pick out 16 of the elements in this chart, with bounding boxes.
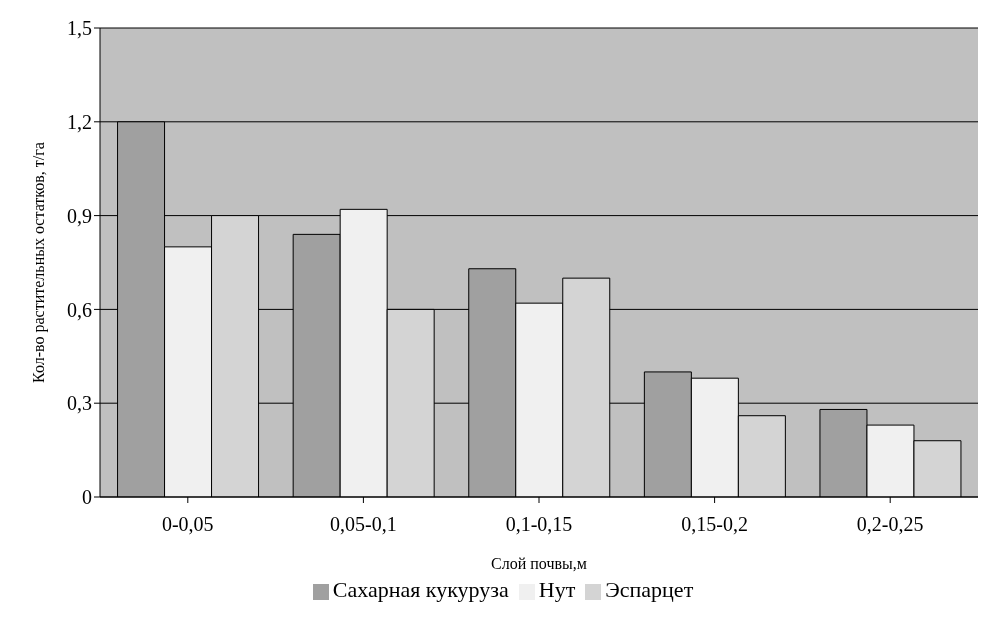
y-tick-label: 1,5 bbox=[67, 17, 92, 40]
x-tick-label: 0,05-0,1 bbox=[330, 513, 397, 536]
x-axis-title: Слой почвы,м bbox=[491, 555, 587, 572]
x-tick-label: 0,1-0,15 bbox=[505, 513, 573, 536]
y-tick-label: 0,3 bbox=[67, 392, 92, 415]
y-tick-label: 0,9 bbox=[67, 204, 92, 227]
x-tick-label: 0-0,05 bbox=[161, 513, 214, 536]
y-tick-label: 0 bbox=[82, 486, 92, 509]
legend-label: Сахарная кукуруза bbox=[332, 577, 509, 602]
x-tick-label: 0,2-0,25 bbox=[856, 513, 924, 536]
y-axis-title: Кол-во растительных остатков, т/га bbox=[29, 142, 48, 383]
y-tick-label: 1,2 bbox=[67, 110, 92, 133]
legend-label: Эспарцет bbox=[605, 577, 694, 602]
x-tick-label: 0,15-0,2 bbox=[681, 513, 748, 536]
legend-label: Нут bbox=[538, 577, 576, 602]
y-tick-label: 0,6 bbox=[67, 298, 92, 321]
